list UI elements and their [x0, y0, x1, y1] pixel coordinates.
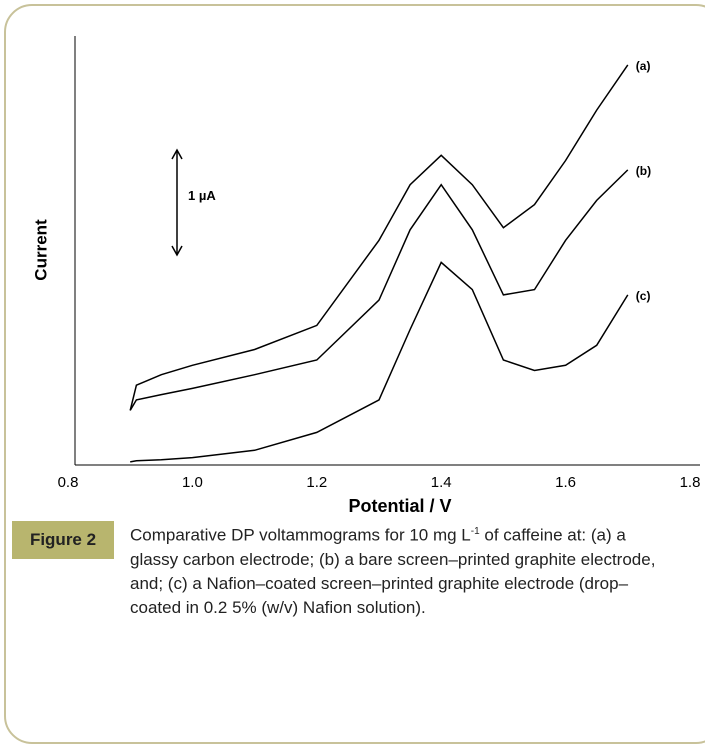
- y-axis-label: Current: [31, 219, 50, 281]
- series-line: [129, 169, 629, 411]
- series-line: [130, 261, 629, 463]
- series-label: (a): [636, 59, 651, 73]
- x-tick-label: 0.8: [58, 474, 79, 491]
- series-label: (b): [636, 164, 651, 178]
- x-tick-label: 1.6: [555, 474, 576, 491]
- caption-text: of caffeine at: (a) a glassy carbon elec…: [130, 525, 656, 617]
- x-tick-label: 1.4: [431, 474, 452, 491]
- x-axis-label: Potential / V: [348, 496, 451, 516]
- arrow-head: [171, 245, 183, 257]
- series-label: (c): [636, 289, 651, 303]
- figure-label: Figure 2: [12, 521, 114, 559]
- caption: Comparative DP voltammograms for 10 mg L…: [130, 520, 678, 620]
- series-line: [129, 64, 629, 411]
- x-tick-label: 1.8: [680, 474, 701, 491]
- arrow-head: [171, 148, 183, 160]
- page: Potential / V Current 0.8 1.0 1.2 1.4 1.6 1.8…: [4, 4, 705, 744]
- caption-text: Comparative DP voltammograms for 10 mg L: [130, 525, 471, 545]
- caption-superscript: -1: [470, 526, 480, 537]
- x-tick-label: 1.2: [306, 474, 327, 491]
- chart: Potential / V Current 0.8 1.0 1.2 1.4 1.6 1.8…: [31, 36, 701, 516]
- x-tick-label: 1.0: [182, 474, 203, 491]
- scale-bar-label: 1 µA: [188, 188, 216, 203]
